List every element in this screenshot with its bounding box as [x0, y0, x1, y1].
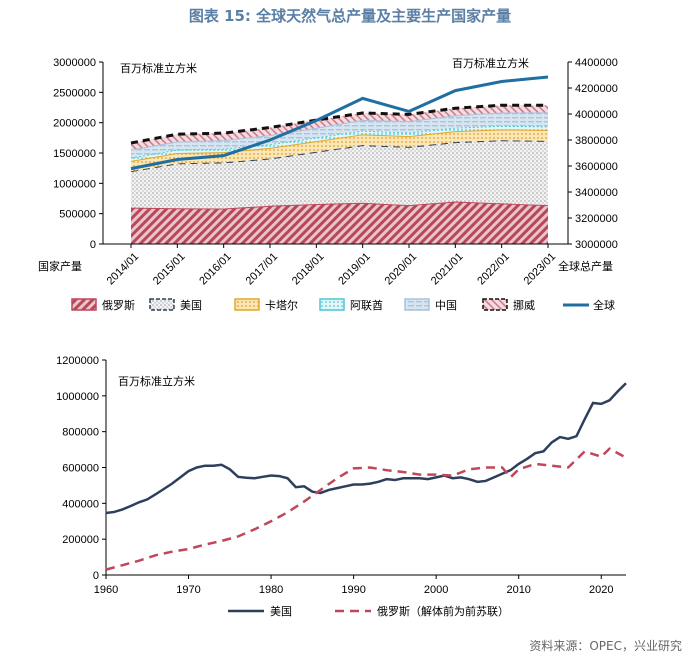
legend-label-uae: 阿联酋: [350, 298, 383, 312]
y-tick-label-left: 2500000: [53, 87, 96, 99]
y-tick-label: 0: [93, 570, 99, 582]
area-uae: [131, 125, 548, 161]
x-tick-label: 2017/01: [244, 251, 281, 288]
x-tick-label: 1960: [94, 584, 118, 596]
y-tick-label-left: 0: [90, 239, 96, 251]
area-qatar: [131, 129, 548, 172]
legend-label-russia: 俄罗斯: [102, 299, 135, 312]
y-tick-label-right: 3600000: [575, 161, 618, 173]
x-tick-label: 2020/01: [383, 251, 420, 288]
y-tick-label: 200000: [62, 534, 99, 546]
x-tick-label: 2010: [506, 584, 530, 596]
legend-label-qatar: 卡塔尔: [265, 299, 298, 312]
y-tick-label-right: 4400000: [575, 57, 618, 69]
stacked-area-chart: 0 500000 1000000 1500000 2000000 2500000 30000…: [38, 56, 618, 312]
y-tick-label-right: 4000000: [575, 109, 618, 121]
y-tick-label-left: 500000: [59, 209, 96, 221]
y-tick-label-right: 3200000: [575, 213, 618, 225]
legend-label-russia: 俄罗斯（解体前为前苏联）: [377, 604, 509, 618]
y-tick-label-right: 3000000: [575, 239, 618, 251]
x-tick-label: 1980: [259, 584, 283, 596]
series-line-usa: [105, 382, 627, 515]
area-edge-uae: [130, 124, 549, 159]
unit-label: 百万标准立方米: [118, 374, 195, 388]
x-tick-label: 2016/01: [197, 251, 234, 288]
area-edge-norway: [130, 103, 549, 145]
x-tick-label: 2022/01: [475, 251, 512, 288]
legend-swatch-uae: [319, 298, 345, 311]
y-tick-label: 800000: [62, 427, 99, 439]
y-tick-label-left: 2000000: [53, 118, 96, 130]
x-tick-label: 2021/01: [429, 251, 466, 288]
y-tick-label: 400000: [62, 498, 99, 510]
line-chart: 0 200000 400000 600000 800000 1000000 1200000 1…: [56, 355, 627, 618]
x-tick-label: 2000: [424, 584, 448, 596]
legend-label-usa: 美国: [270, 605, 292, 618]
y-tick-label: 1200000: [56, 355, 99, 367]
area-norway: [131, 105, 548, 150]
x-tick-label: 2018/01: [290, 251, 327, 288]
x-tick-label: 1970: [176, 584, 200, 596]
y-tick-label-right: 4200000: [575, 83, 618, 95]
legend-swatch-qatar: [234, 298, 260, 311]
source-note: 资料来源：OPEC，兴业研究: [529, 639, 682, 653]
x-tick-label: 2023/01: [522, 251, 559, 288]
legend-label-global: 全球: [593, 298, 615, 312]
legend-swatch-china: [404, 298, 430, 311]
area-china: [131, 112, 548, 158]
legend-swatch-russia: [71, 298, 97, 311]
x-tick-label: 1990: [341, 584, 365, 596]
series-line-global: [130, 75, 549, 171]
x-tick-label: 2015/01: [151, 251, 188, 288]
x-tick-label: 2014/01: [105, 251, 142, 288]
y-tick-label-right: 3400000: [575, 187, 618, 199]
x-caption-right: 全球总产量: [558, 259, 613, 273]
y-tick-label: 600000: [62, 463, 99, 475]
area-usa: [131, 140, 548, 209]
legend-swatch-norway: [482, 298, 508, 311]
area-russia: [131, 201, 548, 244]
chart-title: 图表 15: 全球天然气总产量及主要生产国家产量: [188, 7, 512, 25]
x-tick-label: 2020: [589, 584, 613, 596]
legend-label-norway: 挪威: [513, 298, 535, 312]
series-line-russia: [105, 447, 627, 571]
x-tick-label: 2019/01: [336, 251, 373, 288]
y-tick-label-right: 3800000: [575, 135, 618, 147]
unit-label-right: 百万标准立方米: [452, 56, 529, 70]
y-tick-label: 1000000: [56, 391, 99, 403]
legend-label-china: 中国: [435, 299, 457, 312]
legend-label-usa: 美国: [180, 299, 202, 312]
y-tick-label-left: 1000000: [53, 178, 96, 190]
unit-label-left: 百万标准立方米: [120, 61, 197, 75]
y-tick-label-left: 3000000: [53, 57, 96, 69]
legend-swatch-usa: [149, 298, 175, 311]
y-tick-label-left: 1500000: [53, 148, 96, 160]
x-caption-left: 国家产量: [38, 259, 82, 273]
